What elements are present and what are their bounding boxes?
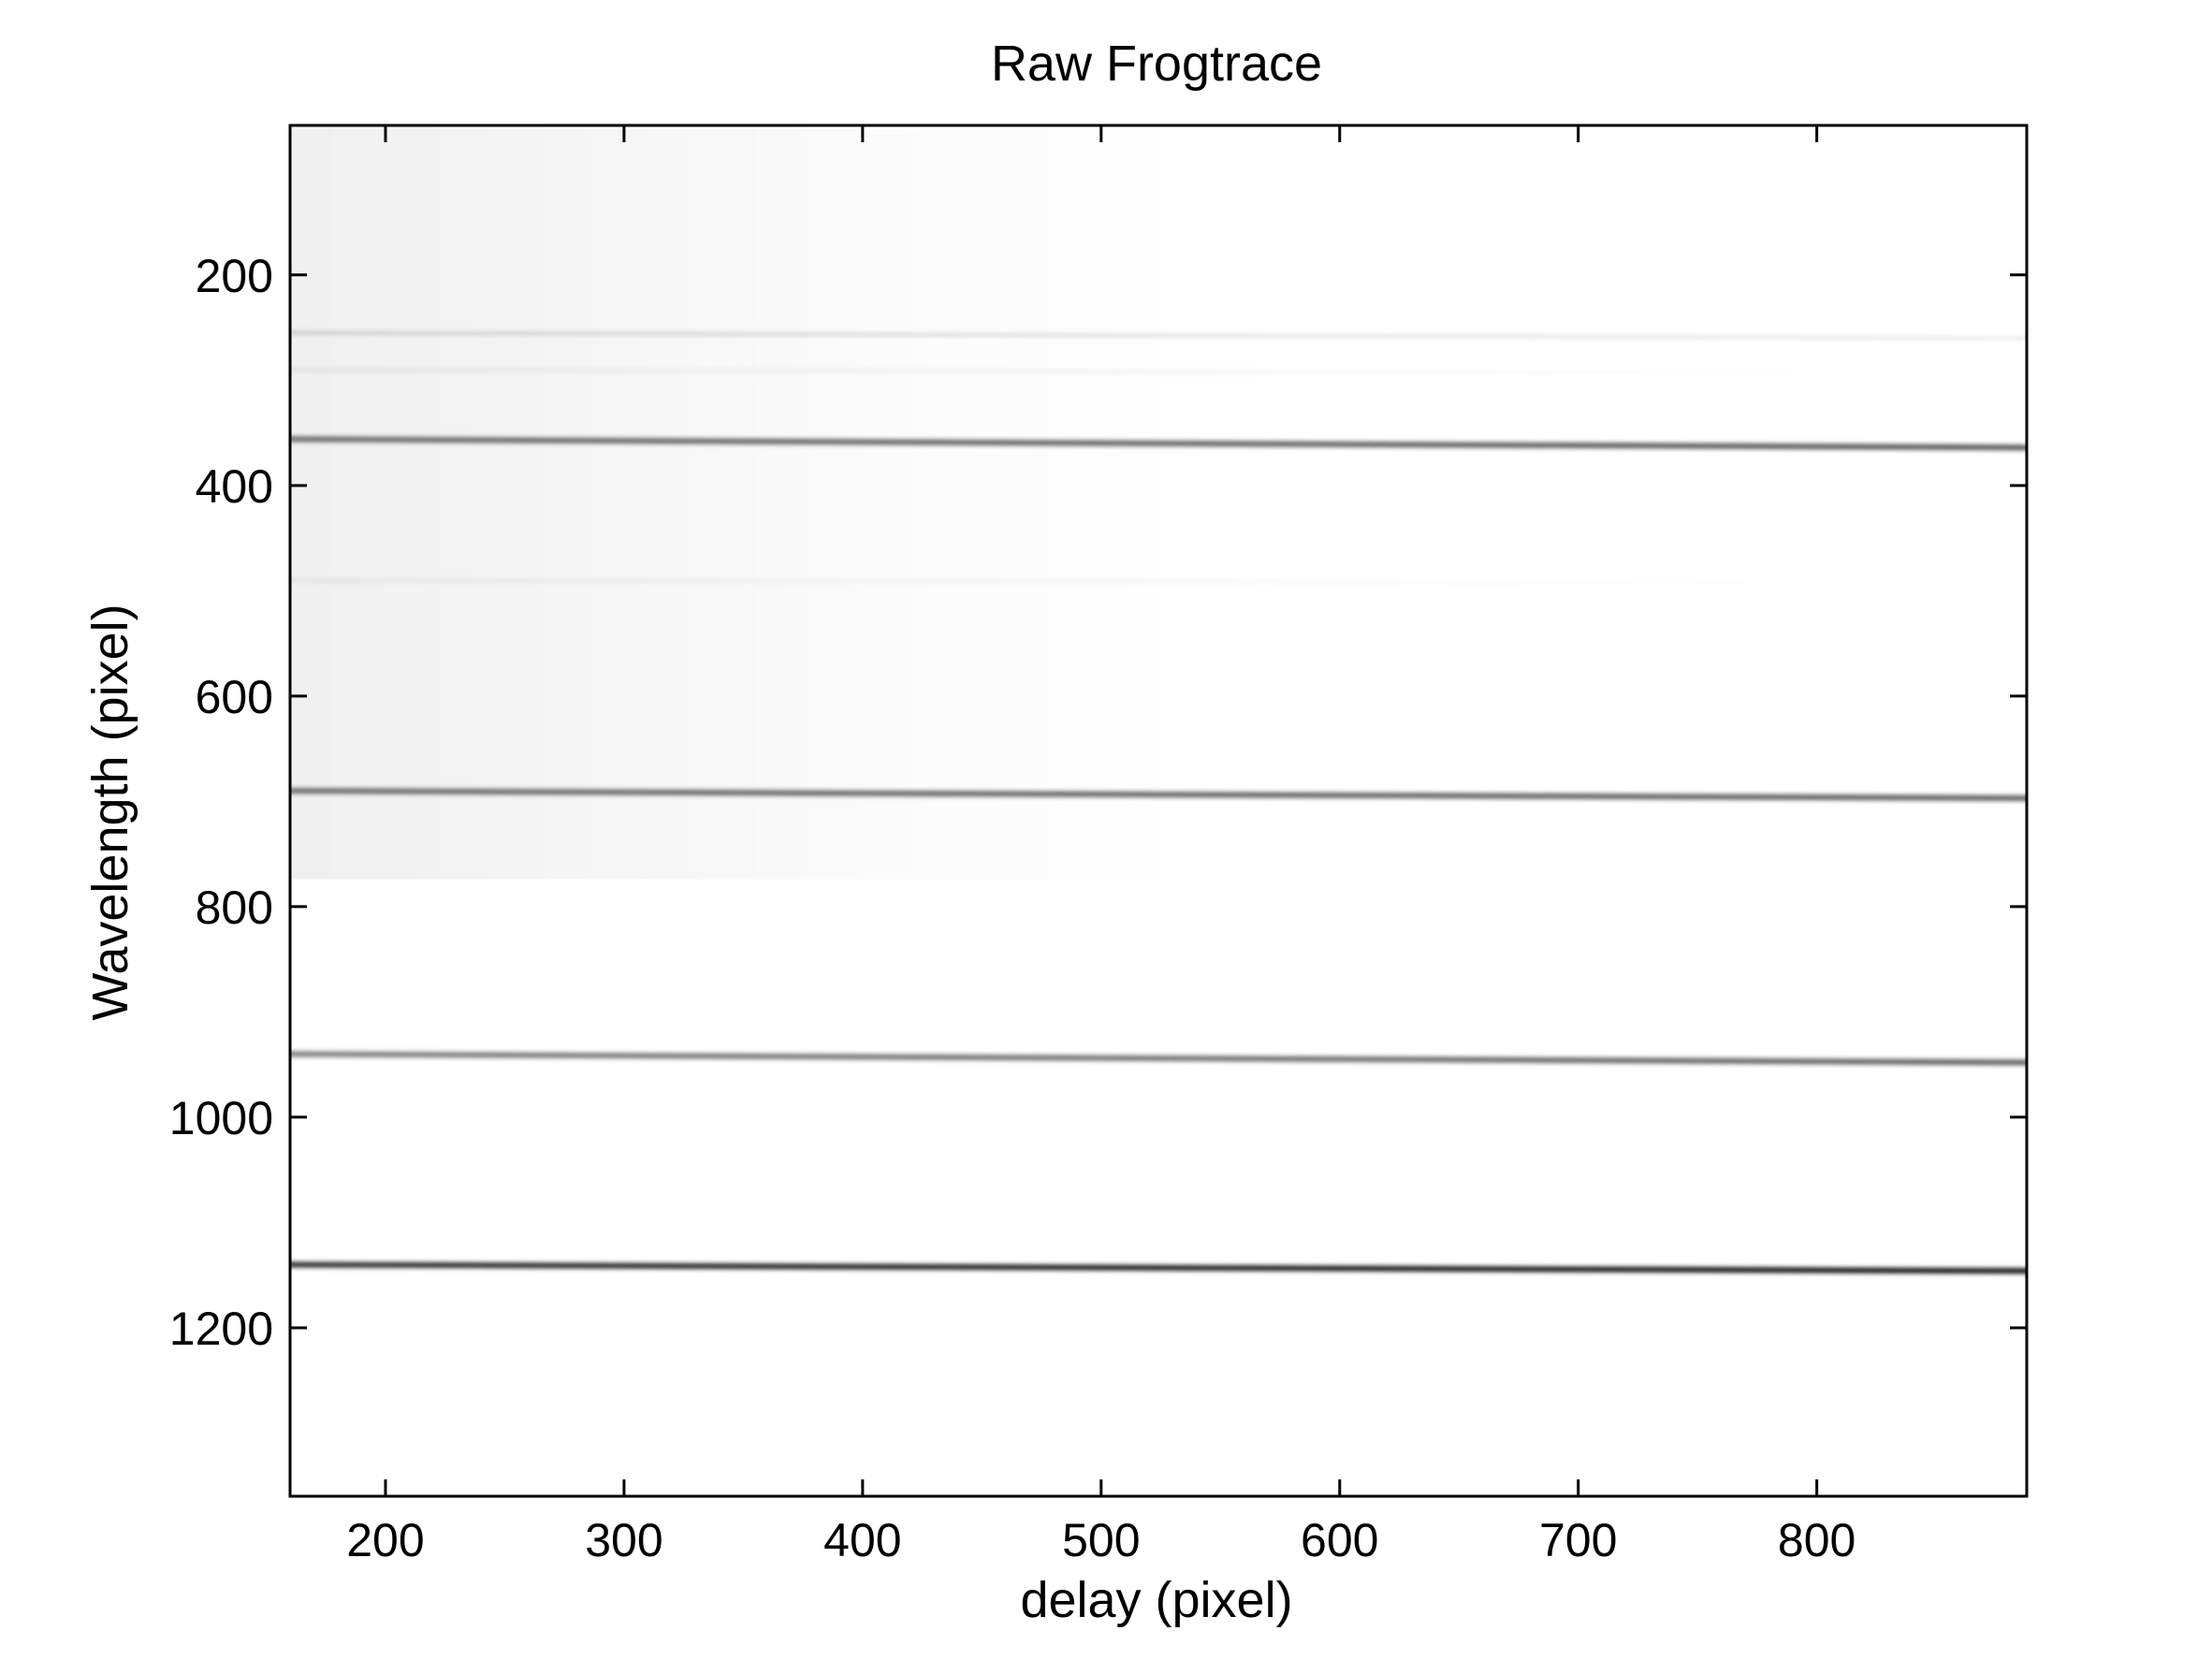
y-tick-label: 800: [196, 881, 273, 934]
x-tick-label: 200: [346, 1514, 424, 1566]
trace-band: [290, 368, 2027, 376]
trace-band: [290, 578, 2027, 585]
background-haze: [290, 125, 2027, 880]
y-tick-label: 600: [196, 671, 273, 723]
y-axis-label: Wavelength (pixel): [82, 604, 138, 1020]
trace-band: [290, 436, 2027, 451]
trace-band: [290, 330, 2027, 341]
y-tick-label: 200: [196, 250, 273, 302]
trace-band: [290, 788, 2027, 801]
y-tick-label: 400: [196, 460, 273, 513]
x-tick-label: 700: [1539, 1514, 1617, 1566]
x-axis-label: delay (pixel): [1020, 1572, 1292, 1628]
x-tick-label: 400: [823, 1514, 901, 1566]
x-tick-label: 300: [585, 1514, 662, 1566]
plot-frame: [288, 124, 2029, 1498]
y-tick-label: 1200: [169, 1303, 273, 1355]
heatmap-image: [290, 125, 2027, 1274]
x-tick-label: 500: [1062, 1514, 1140, 1566]
trace-band: [290, 1261, 2027, 1274]
chart-title: Raw Frogtrace: [991, 36, 1322, 92]
x-tick-label: 600: [1301, 1514, 1378, 1566]
y-tick-label: 1000: [169, 1092, 273, 1144]
trace-band: [290, 1051, 2027, 1066]
x-tick-label: 800: [1778, 1514, 1855, 1566]
